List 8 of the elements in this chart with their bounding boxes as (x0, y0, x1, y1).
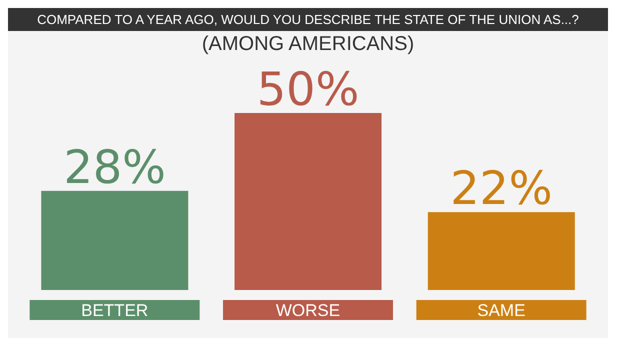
chart-title: COMPARED TO A YEAR AGO, WOULD YOU DESCRIBE THE STATE OF THE UNION AS...? (8, 8, 608, 31)
data-label: 50% (256, 62, 360, 116)
chart-subtitle: (AMONG AMERICANS) (200, 32, 416, 57)
data-label: 28% (64, 140, 166, 194)
data-label: 22% (450, 161, 552, 216)
x-tick-label: SAME (477, 301, 526, 320)
x-tick-label: WORSE (276, 301, 340, 320)
x-tick-label: BETTER (81, 301, 148, 320)
